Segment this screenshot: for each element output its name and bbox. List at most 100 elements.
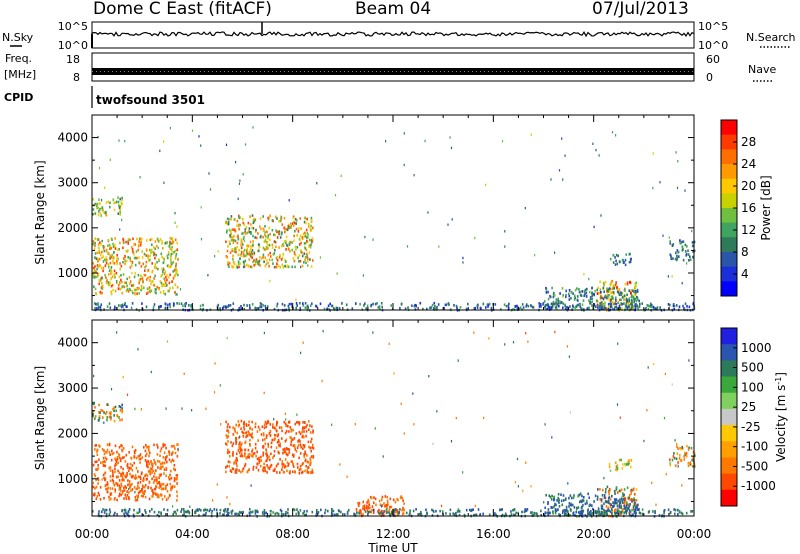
power-cell [591, 297, 593, 300]
velocity-cell [633, 497, 635, 500]
colorbar-tick-label: 28 [741, 135, 756, 149]
power-cell [106, 281, 108, 285]
power-cell [95, 292, 98, 296]
velocity-cell [247, 430, 250, 434]
velocity-cell [296, 462, 299, 466]
velocity-cell [175, 474, 178, 477]
power-cell [137, 273, 140, 277]
power-cell [419, 301, 422, 305]
power-cell [235, 247, 237, 251]
velocity-cell [105, 410, 108, 414]
velocity-cell [290, 430, 293, 433]
power-cell [159, 149, 161, 153]
velocity-cell [641, 508, 644, 511]
velocity-cell [115, 460, 118, 463]
velocity-cell [674, 439, 676, 442]
velocity-cell [279, 471, 281, 474]
velocity-cell [105, 508, 108, 512]
velocity-cell [92, 510, 94, 513]
power-cell [144, 269, 146, 272]
velocity-cell [551, 494, 553, 498]
velocity-cell [244, 448, 246, 452]
velocity-cell [123, 497, 125, 500]
velocity-cell [228, 465, 230, 468]
velocity-cell [681, 512, 684, 516]
colorbar-swatch [721, 252, 737, 268]
power-cell [110, 266, 113, 269]
velocity-cell [383, 502, 385, 505]
velocity-cell [298, 431, 301, 434]
power-cell [275, 245, 277, 249]
x-tick-label: 12:00 [376, 527, 411, 541]
velocity-cell [302, 470, 304, 474]
velocity-cell [587, 509, 589, 513]
velocity-cell [630, 492, 632, 495]
velocity-cell [354, 423, 356, 426]
power-cell [450, 146, 453, 150]
velocity-cell [689, 463, 692, 466]
velocity-cell [124, 460, 127, 463]
velocity-cell [273, 433, 276, 437]
power-cell [175, 272, 178, 275]
power-cell [307, 264, 309, 267]
velocity-cell [626, 463, 628, 466]
power-cell [566, 305, 568, 309]
power-cell [94, 202, 96, 206]
power-cell [611, 307, 614, 310]
velocity-cell [106, 416, 108, 419]
power-cell [662, 234, 664, 237]
velocity-cell [119, 418, 121, 422]
power-cell [202, 303, 204, 307]
power-cell [94, 252, 97, 255]
power-cell [230, 232, 232, 236]
power-cell [250, 247, 252, 251]
velocity-cell [105, 483, 107, 487]
velocity-cell [276, 434, 279, 438]
velocity-cell [310, 455, 313, 458]
velocity-cell [671, 383, 673, 386]
velocity-cell [176, 455, 179, 458]
velocity-cell [139, 453, 142, 456]
velocity-cell [627, 496, 630, 500]
power-cell [591, 286, 593, 290]
velocity-cell [282, 463, 285, 466]
power-cell [628, 297, 630, 300]
power-cell [545, 308, 548, 311]
power-cell [139, 176, 141, 179]
velocity-cell [159, 482, 161, 485]
power-cell [277, 264, 280, 267]
velocity-cell [234, 470, 237, 474]
power-cell [271, 243, 274, 247]
power-cell [683, 307, 685, 310]
power-cell [623, 261, 625, 264]
velocity-cell [169, 494, 171, 497]
velocity-cell [622, 492, 624, 495]
velocity-cell [262, 454, 264, 457]
power-cell [307, 236, 309, 239]
velocity-cell [108, 513, 111, 516]
velocity-cell [272, 456, 274, 459]
velocity-cell [278, 426, 281, 429]
velocity-cell [609, 510, 612, 514]
power-cell [232, 258, 234, 261]
power-cell [613, 308, 615, 311]
velocity-cell [251, 450, 253, 453]
power-cell [524, 206, 526, 210]
power-cell [242, 254, 245, 258]
velocity-cell [144, 484, 147, 487]
power-cell [157, 267, 159, 271]
velocity-cell [282, 451, 284, 455]
velocity-cell [240, 427, 242, 430]
velocity-cell [161, 497, 164, 501]
power-cell [602, 286, 605, 290]
velocity-cell [616, 468, 618, 472]
velocity-cell [687, 462, 690, 466]
velocity-cell [229, 454, 231, 458]
power-cell [508, 302, 510, 306]
velocity-cell [194, 511, 197, 514]
velocity-cell [123, 486, 125, 490]
velocity-cell [596, 495, 599, 499]
power-cell [274, 248, 276, 252]
power-cell [113, 262, 116, 265]
power-cell [415, 304, 417, 308]
